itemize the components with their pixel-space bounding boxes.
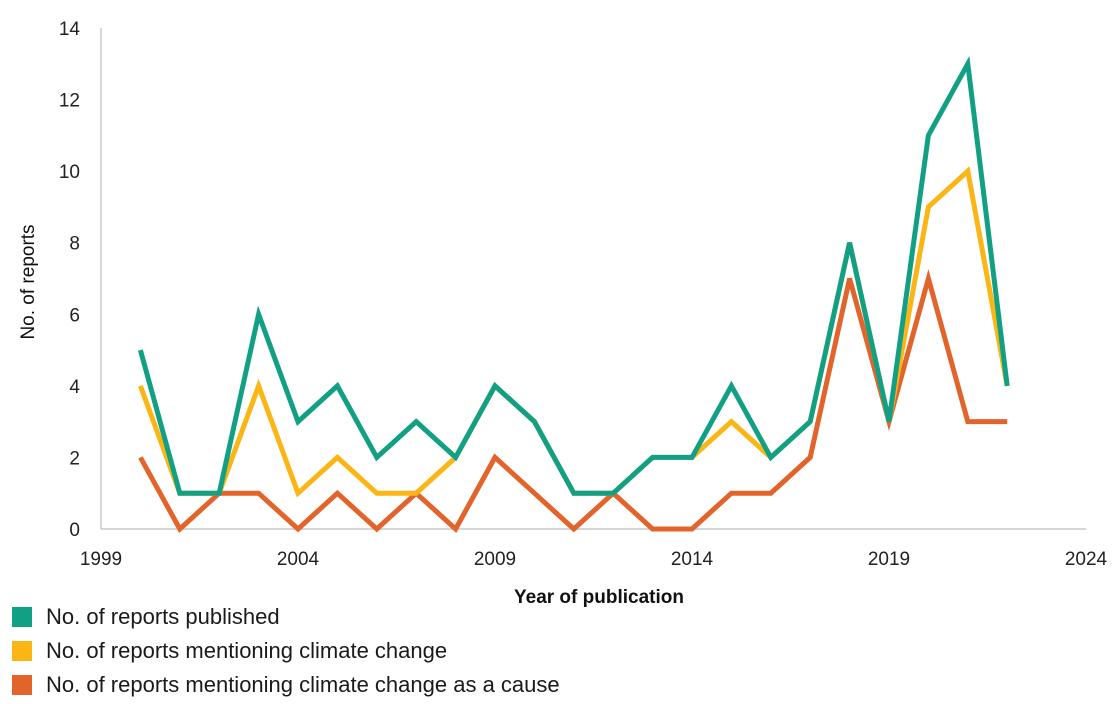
legend-label: No. of reports mentioning climate change… [46,672,560,697]
y-axis-label: No. of reports [18,224,39,339]
y-tick-label: 12 [59,91,80,112]
x-tick-label: 2004 [277,549,320,570]
legend-swatch [12,641,32,661]
y-tick-label: 10 [59,162,80,183]
y-tick-label: 2 [69,448,80,469]
x-tick-label: 2014 [671,549,714,570]
y-tick-label: 4 [69,377,80,398]
x-tick-labels: 1999 2004 2009 2014 2019 2024 [80,549,1108,570]
legend-item: No. of reports mentioning climate change… [12,668,560,702]
y-tick-label: 6 [69,305,80,326]
x-tick-label: 2019 [868,549,910,570]
y-tick-label: 14 [59,19,81,40]
x-tick-label: 2024 [1065,549,1108,570]
y-tick-labels: 0 2 4 6 8 10 12 14 [59,19,81,541]
series-line [137,55,1010,496]
legend: No. of reports published No. of reports m… [12,600,560,702]
legend-item: No. of reports published [12,600,560,634]
x-tick-label: 2009 [474,549,516,570]
y-tick-label: 8 [69,234,80,255]
legend-swatch [12,675,32,695]
legend-swatch [12,607,32,627]
legend-label: No. of reports published [46,604,280,629]
y-tick-label: 0 [69,520,80,541]
series-line [138,166,1010,498]
series-lines [137,55,1010,533]
x-tick-label: 1999 [80,549,122,570]
series-line [138,269,1008,533]
x-axis-label: Year of publication [514,587,684,608]
legend-label: No. of reports mentioning climate change [46,638,448,663]
legend-item: No. of reports mentioning climate change [12,634,560,668]
axes [100,28,1086,530]
